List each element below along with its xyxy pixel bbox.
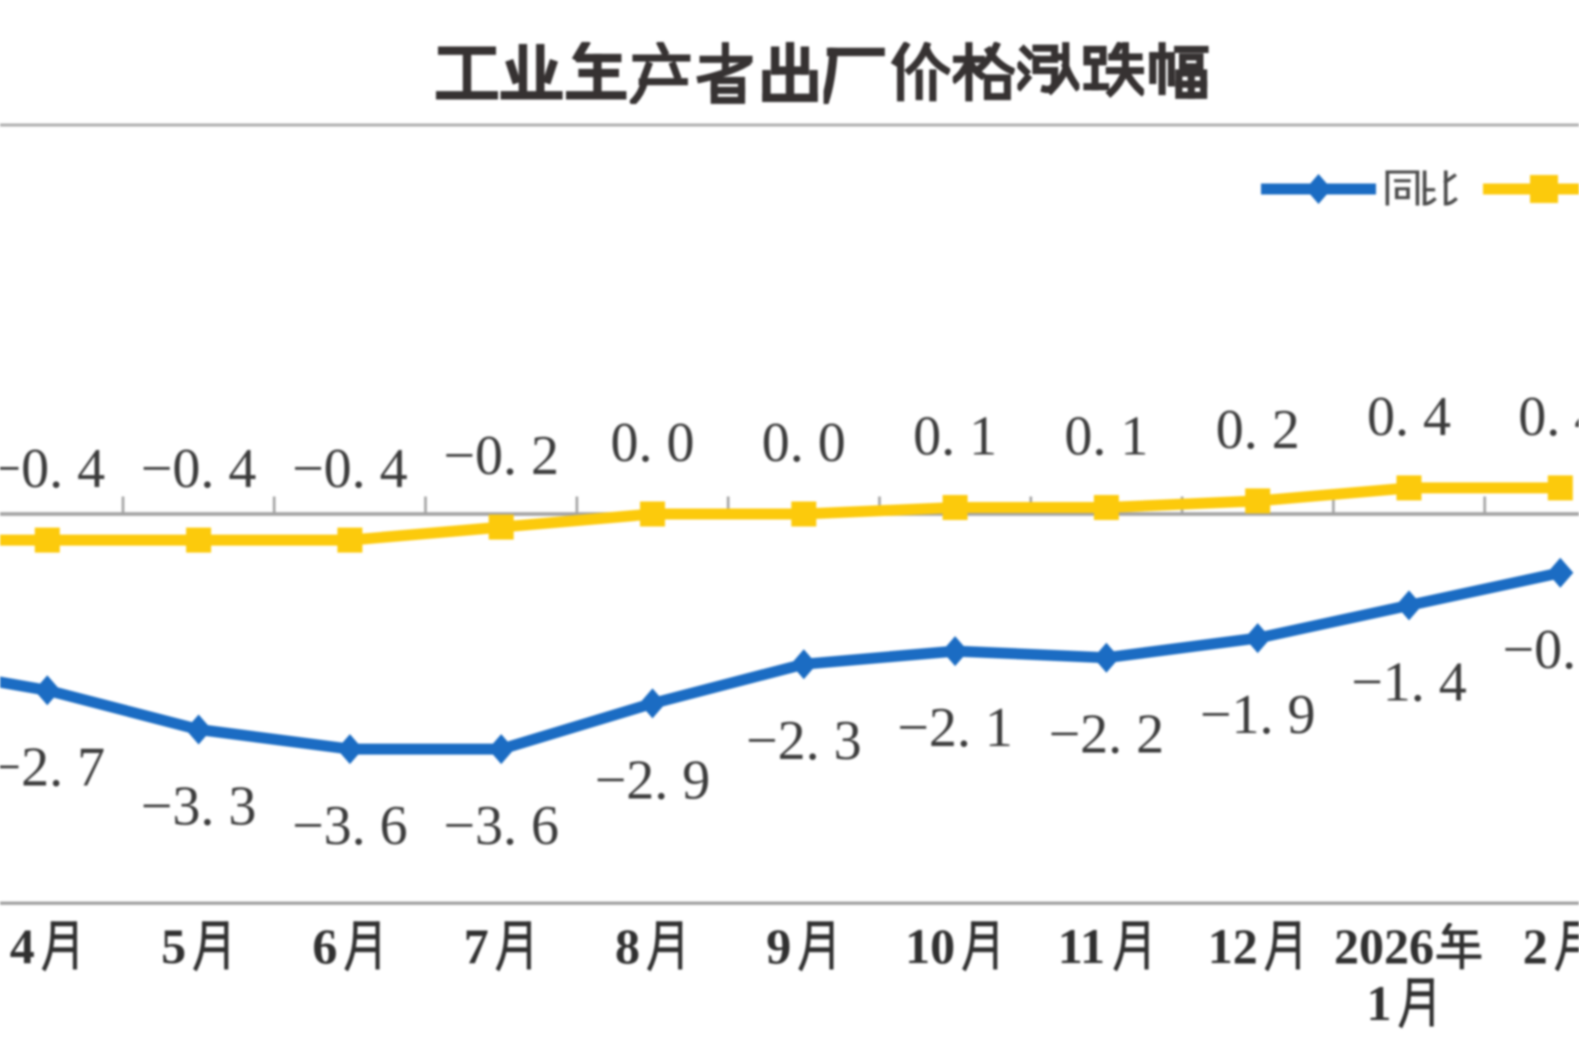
svg-text:2: 2 [1523, 918, 1548, 974]
svg-text:−1. 4: −1. 4 [1351, 651, 1467, 713]
svg-text:0. 4: 0. 4 [1518, 386, 1579, 448]
svg-text:4: 4 [10, 918, 35, 974]
svg-text:−0. 4: −0. 4 [141, 438, 257, 500]
svg-text:−3. 3: −3. 3 [141, 776, 257, 838]
svg-text:−2. 7: −2. 7 [0, 736, 105, 798]
svg-text:0. 0: 0. 0 [762, 412, 846, 474]
svg-text:−0. 9: −0. 9 [1503, 619, 1579, 681]
svg-text:1: 1 [1367, 975, 1392, 1031]
svg-text:−2. 3: −2. 3 [746, 710, 862, 772]
svg-text:2026: 2026 [1334, 918, 1434, 974]
svg-text:−0. 4: −0. 4 [0, 438, 105, 500]
svg-text:7: 7 [464, 918, 489, 974]
svg-text:0. 2: 0. 2 [1216, 399, 1300, 461]
svg-text:0. 0: 0. 0 [611, 412, 695, 474]
svg-text:0. 1: 0. 1 [913, 406, 997, 468]
svg-text:−2. 1: −2. 1 [897, 697, 1013, 759]
svg-text:−0. 4: −0. 4 [292, 438, 408, 500]
svg-text:−3. 6: −3. 6 [443, 795, 559, 857]
svg-text:−0. 2: −0. 2 [443, 425, 559, 487]
svg-text:0. 1: 0. 1 [1064, 406, 1148, 468]
svg-text:8: 8 [615, 918, 640, 974]
svg-text:5: 5 [161, 918, 186, 974]
svg-text:−2. 9: −2. 9 [595, 749, 711, 811]
svg-text:6: 6 [312, 918, 337, 974]
svg-text:10: 10 [905, 918, 955, 974]
svg-text:−3. 6: −3. 6 [292, 795, 408, 857]
svg-text:−1. 9: −1. 9 [1200, 684, 1316, 746]
svg-text:12: 12 [1208, 918, 1258, 974]
svg-text:9: 9 [766, 918, 791, 974]
svg-text:−2. 2: −2. 2 [1049, 704, 1165, 766]
svg-text:0. 4: 0. 4 [1367, 386, 1451, 448]
svg-text:11: 11 [1058, 918, 1105, 974]
